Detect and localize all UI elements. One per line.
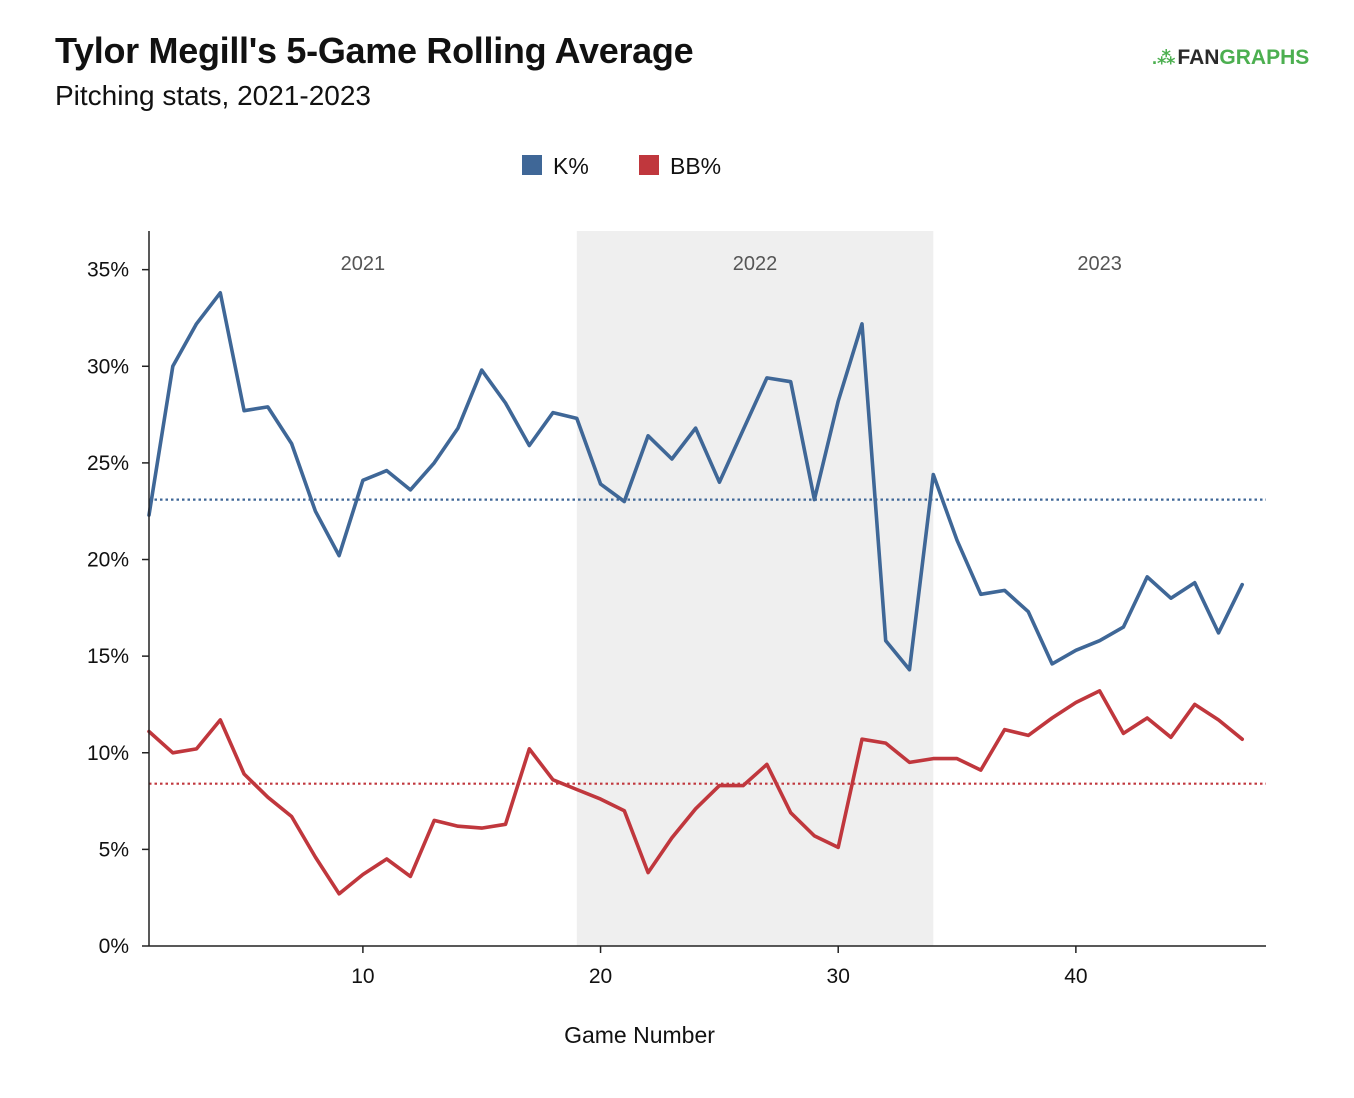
season-label-2023: 2023 [1077, 253, 1122, 275]
series-line-bb-pct [147, 689, 1244, 896]
x-tick-label: 30 [827, 965, 850, 988]
legend-swatch-k-pct [522, 155, 542, 175]
season-bands [576, 231, 934, 946]
average-lines [149, 498, 1266, 785]
legend-swatch-bb-pct [639, 155, 659, 175]
series-line-k-pct [147, 290, 1244, 672]
y-tick-label: 15% [87, 645, 129, 668]
axes: 0% 5% 10% 15% 20% 25% 30% 35% 10 20 30 40 Game Numbe… [87, 231, 1266, 1048]
season-labels: 2021 2022 2023 [341, 253, 1122, 275]
y-tick-label: 10% [87, 742, 129, 765]
y-tick-label: 25% [87, 452, 129, 475]
x-tick-label: 40 [1064, 965, 1087, 988]
legend-label-bb-pct: BB% [670, 153, 721, 179]
legend: K% BB% [522, 153, 721, 179]
x-tick-label: 20 [589, 965, 612, 988]
fangraphs-logo-fan: FAN [1177, 46, 1220, 69]
legend-label-k-pct: K% [553, 153, 589, 179]
y-tick-label: 5% [99, 838, 129, 861]
season-band-2022 [576, 231, 934, 946]
y-tick-label: 20% [87, 549, 129, 572]
fangraphs-logo-graphs: GRAPHS [1219, 46, 1310, 69]
x-tick-label: 10 [351, 965, 374, 988]
chart-title: Tylor Megill's 5-Game Rolling Average [55, 30, 694, 71]
chart-subtitle: Pitching stats, 2021-2023 [55, 80, 371, 111]
y-tick-label: 35% [87, 259, 129, 282]
y-tick-label: 0% [99, 935, 129, 958]
season-label-2021: 2021 [341, 253, 386, 275]
fangraphs-logo: .⁂ FAN GRAPHS [1152, 46, 1309, 70]
series-lines [147, 290, 1244, 896]
x-axis-title: Game Number [564, 1022, 715, 1048]
fangraphs-logo-mark-icon: .⁂ [1152, 47, 1176, 68]
y-tick-label: 30% [87, 355, 129, 378]
season-label-2022: 2022 [733, 253, 778, 275]
